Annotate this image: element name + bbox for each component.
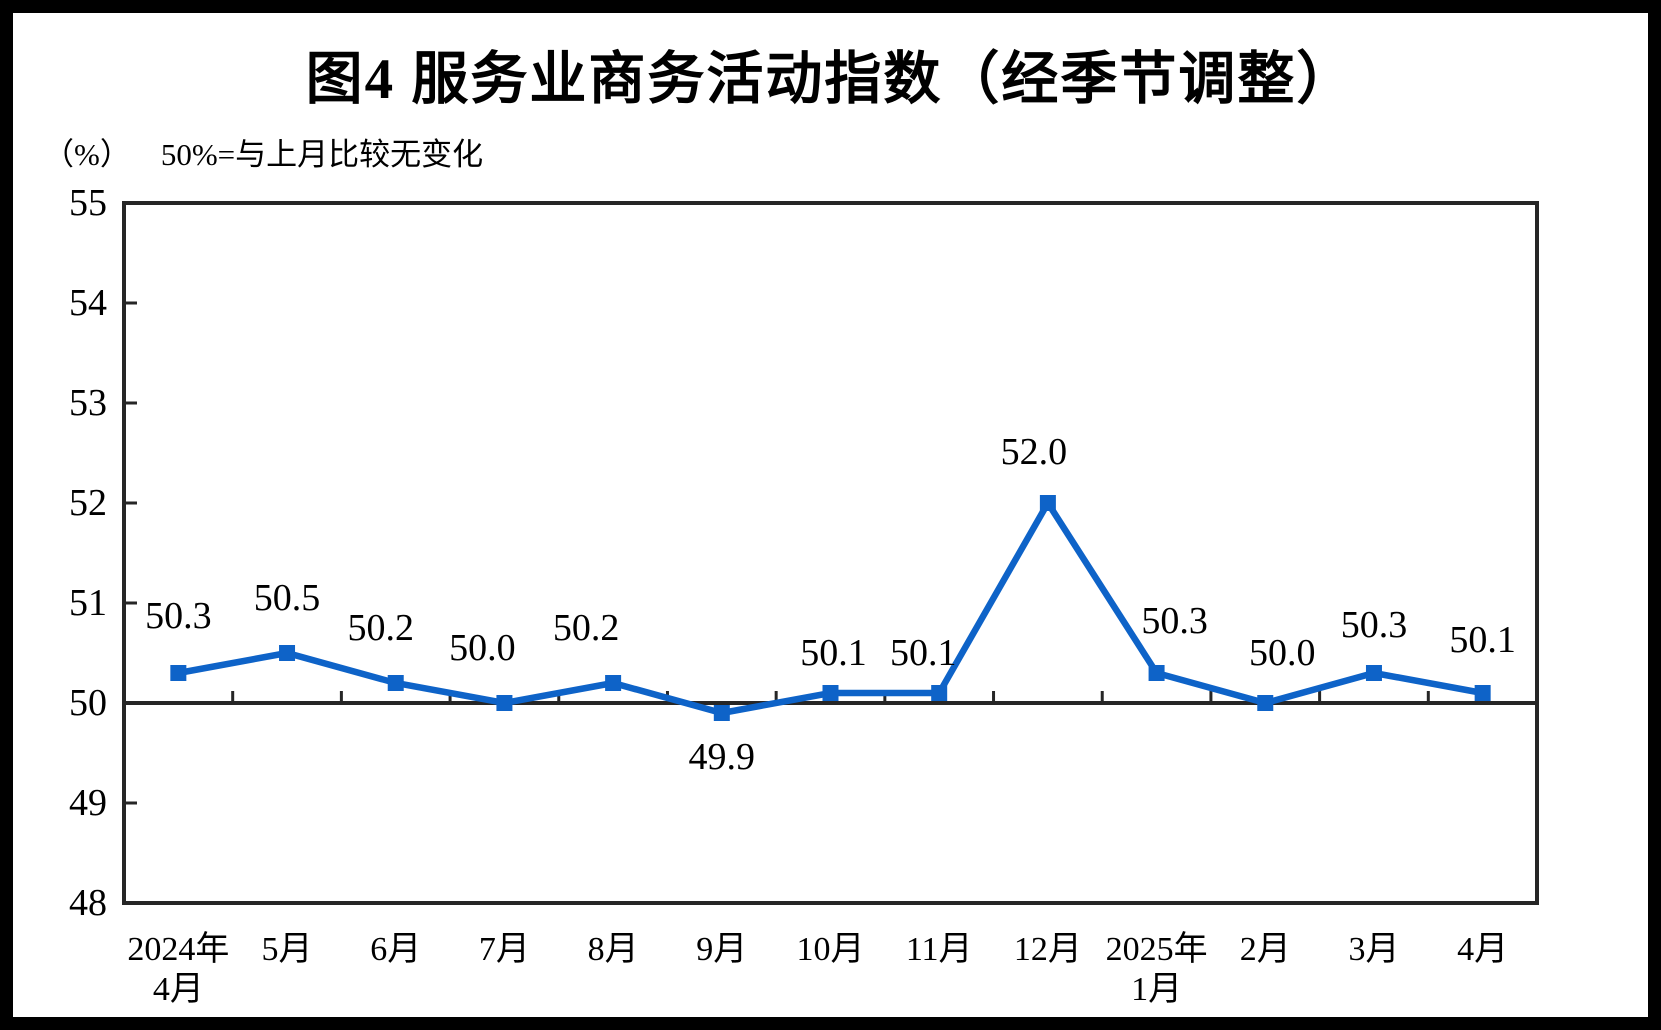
x-axis-label: 8月 [587, 931, 639, 968]
subtitle-note: 50%=与上月比较无变化 [160, 137, 484, 172]
x-axis-label: 7月 [478, 931, 530, 968]
x-axis-label: 2月 [1239, 931, 1291, 968]
data-point-marker [1039, 495, 1056, 511]
chart-subtitle: （%） 50%=与上月比较无变化 [43, 129, 483, 174]
data-point-label: 50.2 [552, 607, 620, 649]
x-axis-label: 10月 [796, 931, 865, 968]
data-point-label: 50.2 [347, 607, 414, 649]
y-axis-label: 49 [69, 782, 107, 824]
x-axis-label: 9月 [696, 931, 748, 968]
data-point-marker [279, 645, 296, 661]
y-axis-label: 51 [69, 582, 107, 624]
x-axis-sublabel: 1月 [1131, 971, 1183, 1008]
data-point-marker [931, 685, 948, 701]
x-axis-sublabel: 4月 [152, 971, 204, 1008]
data-point-label: 50.1 [889, 632, 957, 674]
data-point-label: 50.1 [800, 632, 867, 674]
data-point-marker [1474, 685, 1491, 701]
data-point-label: 50.0 [1249, 632, 1316, 674]
data-point-label: 49.9 [688, 736, 756, 778]
data-point-label: 50.5 [253, 577, 321, 619]
unit-label: （%） [43, 137, 131, 172]
data-point-marker [1365, 665, 1382, 681]
chart-canvas [122, 201, 1539, 905]
x-axis-label: 4月 [1457, 931, 1509, 968]
data-point-label: 50.1 [1449, 619, 1516, 661]
x-axis-label: 11月 [905, 931, 973, 968]
x-axis-label: 6月 [370, 931, 422, 968]
data-point-label: 50.0 [449, 627, 516, 669]
data-point-label: 50.3 [1340, 604, 1408, 646]
x-axis-label: 5月 [261, 931, 313, 968]
y-axis-label: 55 [69, 182, 107, 224]
data-point-marker [496, 695, 513, 711]
plot-border [122, 201, 1539, 905]
y-axis-label: 50 [69, 682, 107, 724]
x-axis-label: 2024年 [127, 931, 230, 968]
y-axis-label: 53 [69, 382, 107, 424]
data-point-label: 52.0 [1000, 431, 1068, 473]
data-point-marker [1148, 665, 1165, 681]
data-point-marker [387, 675, 404, 691]
data-point-marker [713, 705, 730, 721]
data-point-marker [822, 685, 839, 701]
x-axis-label: 12月 [1013, 931, 1082, 968]
y-axis-label: 52 [69, 482, 107, 524]
chart-title: 图4 服务业商务活动指数（经季节调整） [305, 48, 1356, 111]
data-point-label: 50.3 [1141, 600, 1208, 642]
data-point-marker [1257, 695, 1274, 711]
x-axis-label: 2025年 [1105, 931, 1208, 968]
data-point-marker [170, 665, 187, 681]
x-axis-label: 3月 [1348, 931, 1400, 968]
data-point-marker [605, 675, 622, 691]
data-point-label: 50.3 [145, 595, 212, 637]
y-axis-label: 48 [69, 882, 107, 924]
y-axis-label: 54 [69, 282, 107, 324]
